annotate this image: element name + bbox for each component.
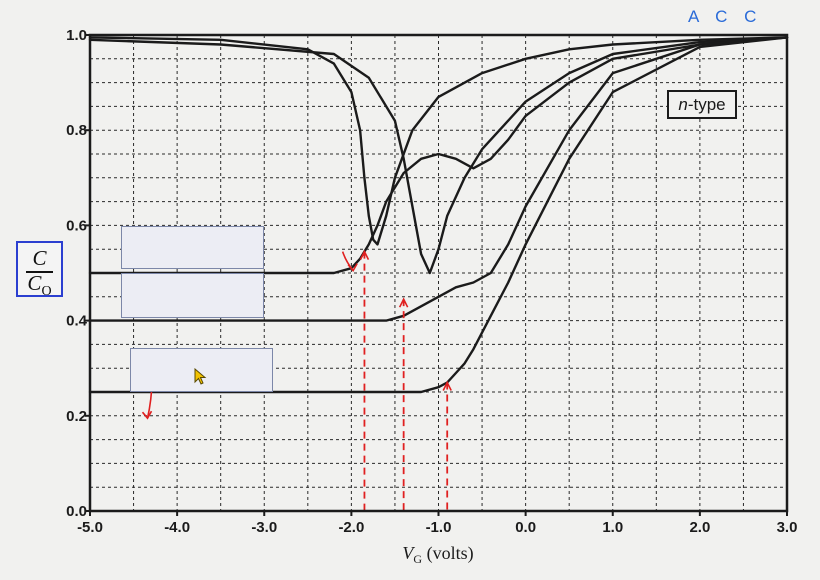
y-tick-label: 0.0	[66, 503, 87, 520]
y-axis-label-numerator: C	[32, 246, 47, 270]
mouse-cursor-icon	[194, 368, 207, 385]
y-tick-label: 0.8	[66, 122, 87, 139]
legend-italic: n	[678, 95, 687, 114]
red-arrowhead	[347, 263, 358, 273]
svg-text:n-type: n-type	[678, 95, 725, 114]
red-marker-arrowhead	[398, 297, 409, 308]
red-marker-arrowhead	[442, 380, 452, 391]
cv-curve-1	[88, 36, 789, 246]
cv-curve-3	[88, 36, 789, 275]
handwritten-annotation: A C C	[688, 7, 762, 26]
x-tick-label: 0.0	[515, 519, 536, 536]
cv-curves	[88, 36, 789, 394]
y-tick-label: 0.6	[66, 217, 87, 234]
x-tick-label: -4.0	[164, 519, 190, 536]
overlay-box-2	[121, 273, 264, 318]
x-tick-label: -5.0	[77, 519, 103, 536]
x-tick-label: -2.0	[338, 519, 364, 536]
overlay-box-3	[130, 348, 273, 392]
y-tick-label: 0.2	[66, 408, 87, 425]
cv-curve-2	[88, 36, 789, 275]
x-tick-label: 2.0	[689, 519, 710, 536]
y-tick-label: 1.0	[66, 27, 87, 44]
cv-curve-5	[88, 36, 789, 394]
cv-curve-4	[88, 36, 789, 322]
legend-box: n-type	[667, 90, 737, 119]
red-arrowhead	[141, 410, 153, 420]
x-tick-label: -3.0	[251, 519, 277, 536]
x-axis-ticks: -5.0 -4.0 -3.0 -2.0 -1.0 0.0 1.0 2.0 3.0	[77, 511, 797, 536]
x-tick-label: -1.0	[426, 519, 452, 536]
y-axis-label-denominator: CO	[27, 271, 52, 300]
x-axis-label: VG (volts)	[402, 543, 473, 566]
y-axis-ticks: 0.0 0.2 0.4 0.6 0.8 1.0	[66, 27, 90, 520]
y-tick-label: 0.4	[66, 313, 88, 330]
y-axis-label-box: C CO	[16, 241, 63, 300]
red-marker-arrowhead	[359, 249, 370, 260]
x-tick-label: 3.0	[777, 519, 798, 536]
overlay-box-1	[121, 226, 264, 269]
fraction-bar	[26, 271, 53, 273]
x-tick-label: 1.0	[602, 519, 623, 536]
legend-rest: -type	[688, 95, 726, 114]
